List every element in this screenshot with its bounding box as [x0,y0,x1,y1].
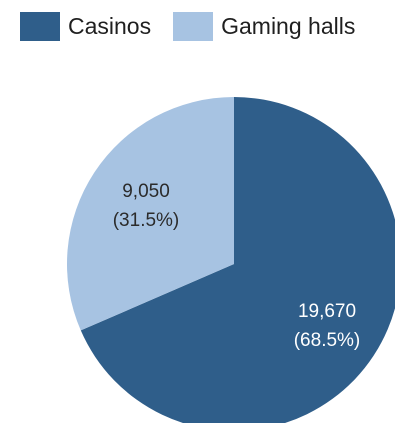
legend-label-casinos: Casinos [68,13,152,39]
slice-label-casinos-percent: (68.5%) [294,330,361,351]
legend-item-gaming-halls: Gaming halls [173,12,355,41]
pie-labels: 19,670 (68.5%) 9,050 (31.5%) [113,181,361,351]
slice-label-gaming-halls-percent: (31.5%) [113,210,180,231]
slice-label-gaming-halls-value: 9,050 [122,181,170,202]
pie-slice-casinos [80,97,395,423]
chart-legend: Casinos Gaming halls [20,12,355,41]
pie-slice-gaming-halls [66,97,234,331]
legend-swatch-gaming-halls [173,12,214,41]
legend-swatch-casinos [20,12,60,41]
pie-slices [66,97,395,423]
legend-item-casinos: Casinos [20,12,151,41]
slice-label-casinos-value: 19,670 [298,301,356,322]
legend-label-gaming-halls: Gaming halls [221,13,356,39]
